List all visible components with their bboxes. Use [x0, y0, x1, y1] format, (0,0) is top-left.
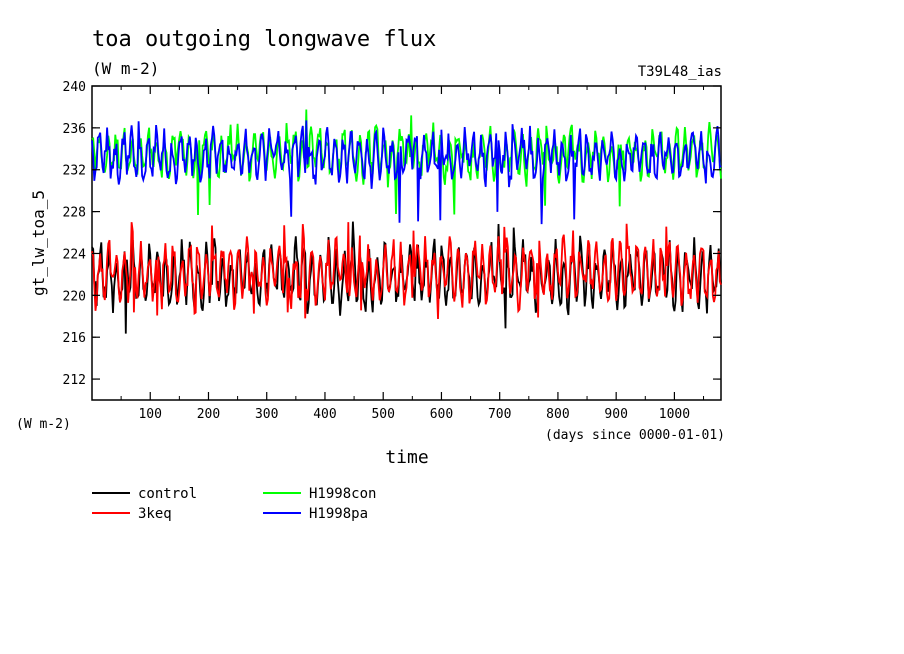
x-tick-label: 800 [546, 407, 569, 422]
x-tick-label: 900 [604, 407, 627, 422]
x-axis-unit: (days since 0000-01-01) [545, 428, 725, 443]
x-tick-label: 600 [430, 407, 453, 422]
legend: control 3keq H1998con H1998pa [92, 486, 376, 522]
run-label: T39L48_ias [638, 64, 722, 80]
plot-frame [91, 85, 722, 401]
x-tick-label: 700 [488, 407, 511, 422]
y-axis-label: gt_lw_toa_5 [29, 190, 48, 296]
x-tick-label: 400 [313, 407, 336, 422]
plot-area: 212 216 220 224 228 232 236 240 100 200 300 400 500 6… [63, 80, 722, 422]
tick-layer: 212 216 220 224 228 232 236 240 100 200 300 400 500 6… [63, 80, 721, 422]
y-tick-label: 212 [63, 373, 86, 388]
y-tick-label: 236 [63, 122, 86, 137]
x-tick-label: 500 [371, 407, 394, 422]
y-tick-label: 240 [63, 80, 86, 95]
legend-label-h1998pa: H1998pa [309, 506, 368, 522]
legend-label-control: control [138, 486, 197, 502]
series-line-3keq [91, 222, 722, 320]
series-layer [91, 109, 722, 334]
y-tick-label: 216 [63, 331, 86, 346]
y-tick-label: 224 [63, 247, 87, 262]
series-line-h1998pa [91, 120, 722, 225]
x-axis-label: time [385, 447, 428, 468]
x-tick-label: 300 [255, 407, 278, 422]
x-tick-label: 100 [138, 407, 161, 422]
y-axis-unit: (W m-2) [16, 417, 71, 432]
y-tick-label: 228 [63, 206, 86, 221]
y-tick-label: 232 [63, 164, 86, 179]
legend-label-3keq: 3keq [138, 506, 172, 522]
chart-title: toa outgoing longwave flux [92, 27, 436, 52]
chart-units: (W m-2) [92, 59, 159, 78]
legend-label-h1998con: H1998con [309, 486, 376, 502]
x-tick-label: 200 [197, 407, 220, 422]
x-tick-label: 1000 [659, 407, 690, 422]
y-tick-label: 220 [63, 289, 86, 304]
